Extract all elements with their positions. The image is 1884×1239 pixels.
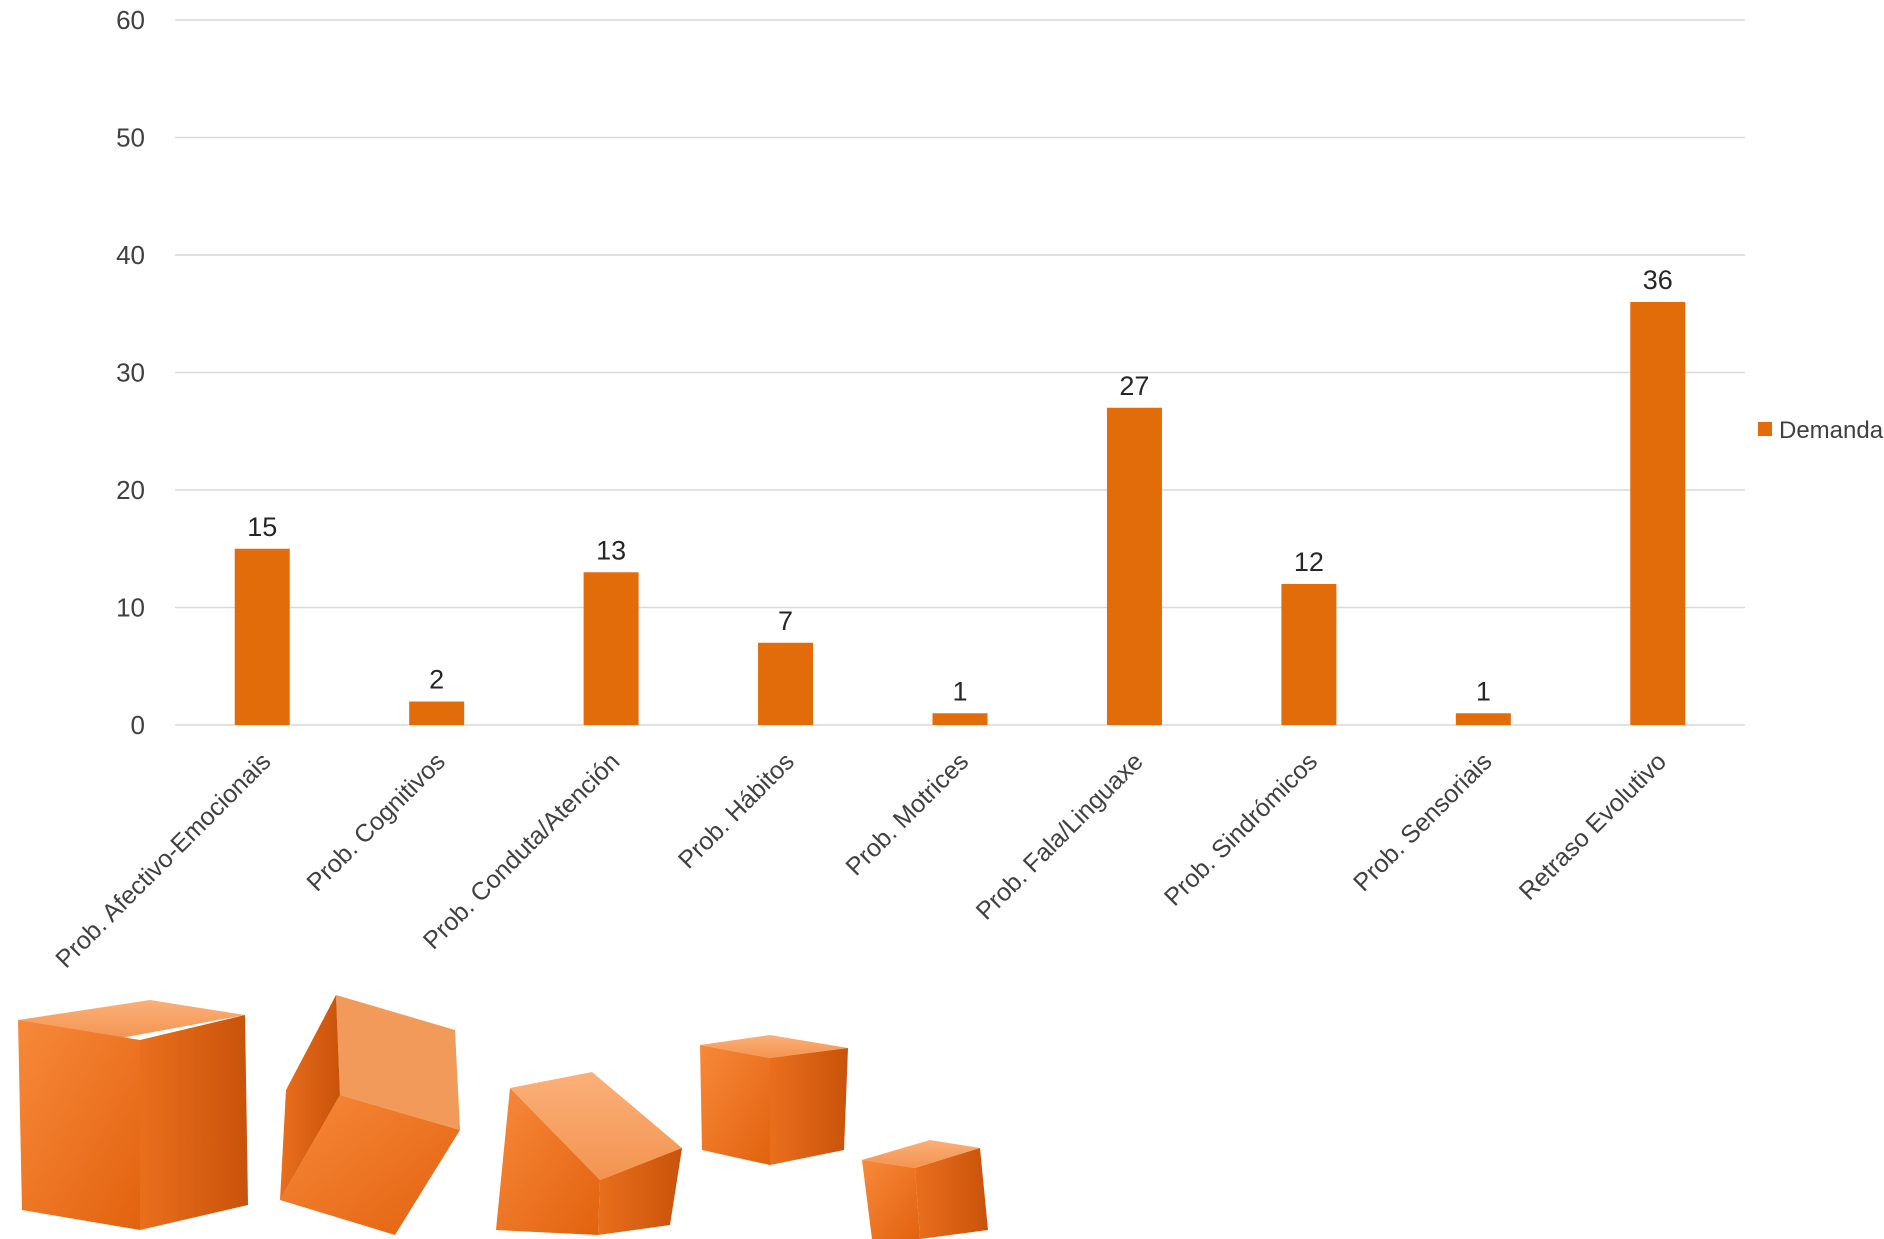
data-label: 13 — [596, 535, 626, 565]
bars — [234, 302, 1686, 725]
y-tick-label: 40 — [116, 240, 145, 270]
data-labels: 15 2 13 7 1 27 12 1 36 — [247, 265, 1673, 706]
cube-1 — [18, 1000, 248, 1230]
y-tick-label: 50 — [116, 123, 145, 153]
bar — [583, 572, 639, 725]
category-label: Prob. Conduta/Atención — [418, 747, 626, 955]
cube-2 — [280, 995, 460, 1235]
cube-5 — [862, 1140, 988, 1239]
y-tick-label: 30 — [116, 358, 145, 388]
y-tick-label: 20 — [116, 475, 145, 505]
bar — [1630, 302, 1686, 725]
orange-cubes-decoration — [18, 995, 988, 1239]
data-label: 12 — [1294, 547, 1324, 577]
y-tick-label: 0 — [131, 710, 145, 740]
bar — [234, 548, 290, 725]
data-label: 15 — [247, 512, 277, 542]
legend: Demanda — [1758, 417, 1884, 444]
bar — [1455, 713, 1511, 725]
gridlines — [175, 19, 1745, 726]
y-tick-label: 10 — [116, 593, 145, 623]
data-label: 1 — [952, 676, 967, 706]
category-label: Prob. Sindrómicos — [1159, 747, 1323, 911]
cube-3 — [496, 1072, 682, 1235]
category-label: Prob. Hábitos — [673, 747, 800, 874]
category-label: Prob. Sensoriais — [1348, 747, 1498, 897]
bar — [932, 713, 988, 725]
legend-label: Demanda — [1779, 417, 1884, 444]
data-label: 36 — [1643, 265, 1673, 295]
legend-swatch — [1758, 422, 1772, 436]
bar — [409, 701, 465, 725]
category-label: Prob. Fala/Linguaxe — [971, 747, 1149, 925]
data-label: 1 — [1476, 676, 1491, 706]
bar — [1106, 407, 1162, 725]
cube-4 — [700, 1035, 848, 1165]
category-label: Prob. Afectivo-Emocionais — [50, 747, 276, 973]
bar — [758, 642, 814, 725]
category-label: Prob. Motrices — [840, 747, 974, 881]
category-label: Prob. Cognitivos — [301, 747, 451, 897]
y-tick-label: 60 — [116, 5, 145, 35]
bar — [1281, 584, 1337, 725]
category-label: Retraso Evolutivo — [1514, 747, 1672, 905]
y-axis-tick-labels: 0 10 20 30 40 50 60 — [116, 5, 145, 740]
data-label: 27 — [1119, 371, 1149, 401]
data-label: 2 — [429, 665, 444, 695]
data-label: 7 — [778, 606, 793, 636]
x-axis-category-labels: Prob. Afectivo-Emocionais Prob. Cognitivo… — [50, 747, 1672, 973]
